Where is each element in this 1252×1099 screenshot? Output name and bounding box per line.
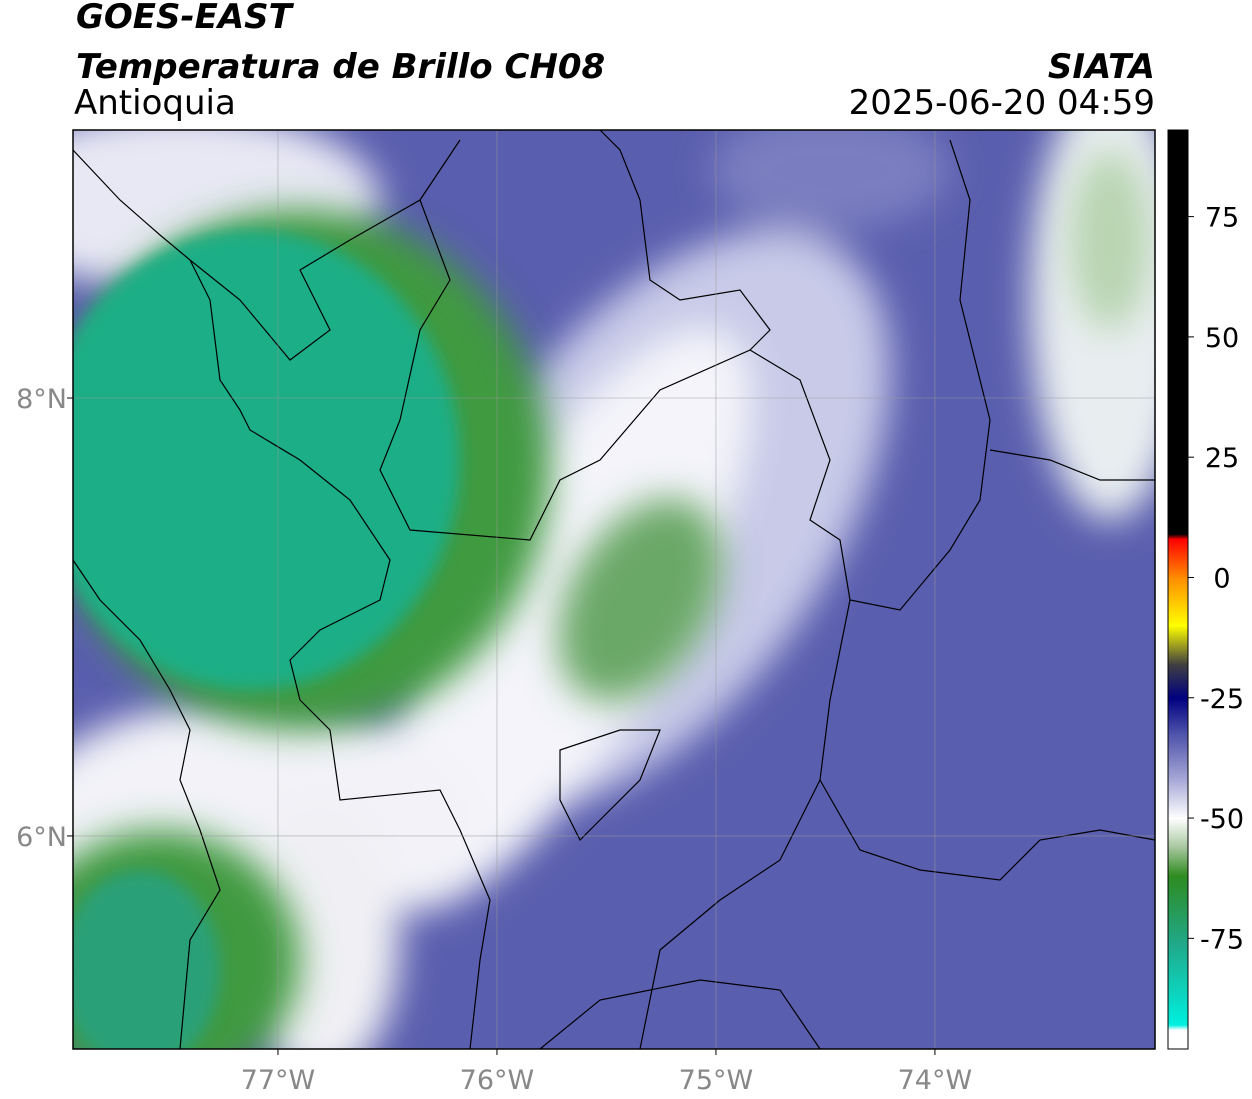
colorbar-tick-label: -25 <box>1200 684 1244 715</box>
map-frame <box>72 129 1156 1050</box>
y-tick-label: 6°N <box>16 822 67 853</box>
colorbar-segment <box>1168 534 1188 540</box>
colorbar-tick-label: 75 <box>1205 203 1239 234</box>
colorbar-segment <box>1168 846 1188 877</box>
colorbar-segment <box>1168 875 1188 944</box>
colorbar-frame <box>1167 129 1189 1050</box>
colorbar-segment <box>1168 943 1188 1026</box>
colorbar-segment <box>1168 538 1188 578</box>
title: GOES-EAST <box>76 0 295 37</box>
colorbar-segment <box>1168 779 1188 819</box>
x-tick-label: 77°W <box>241 1065 316 1096</box>
source: SIATA <box>1048 47 1155 87</box>
boundaries <box>73 130 1155 1049</box>
x-tick-label: 74°W <box>898 1065 973 1096</box>
colorbar-segment <box>1168 1029 1188 1050</box>
x-tick-label: 76°W <box>460 1065 535 1096</box>
colorbar-segment <box>1168 625 1188 665</box>
colorbar-tick-label: 25 <box>1205 443 1239 474</box>
colorbar-segment <box>1168 130 1188 535</box>
x-tick-label: 75°W <box>679 1065 754 1096</box>
colorbar-tick-label: 50 <box>1205 323 1239 354</box>
region: Antioquia <box>74 83 236 123</box>
colorbar-segment <box>1168 664 1188 699</box>
colorbar-tick-label: -75 <box>1200 924 1244 955</box>
colorbar-tick-label: -50 <box>1200 804 1244 835</box>
colorbar-segment <box>1168 731 1188 781</box>
colorbar-tick-label: 0 <box>1213 563 1230 594</box>
timestamp: 2025-06-20 04:59 <box>849 83 1155 123</box>
colorbar-segment <box>1168 1024 1188 1031</box>
colorbar-segment <box>1168 818 1188 848</box>
satellite-image <box>73 130 1155 1049</box>
subtitle: Temperatura de Brillo CH08 <box>76 47 605 87</box>
colorbar-segment <box>1168 577 1188 627</box>
y-tick-label: 8°N <box>16 384 67 415</box>
colorbar-segment <box>1168 697 1188 732</box>
